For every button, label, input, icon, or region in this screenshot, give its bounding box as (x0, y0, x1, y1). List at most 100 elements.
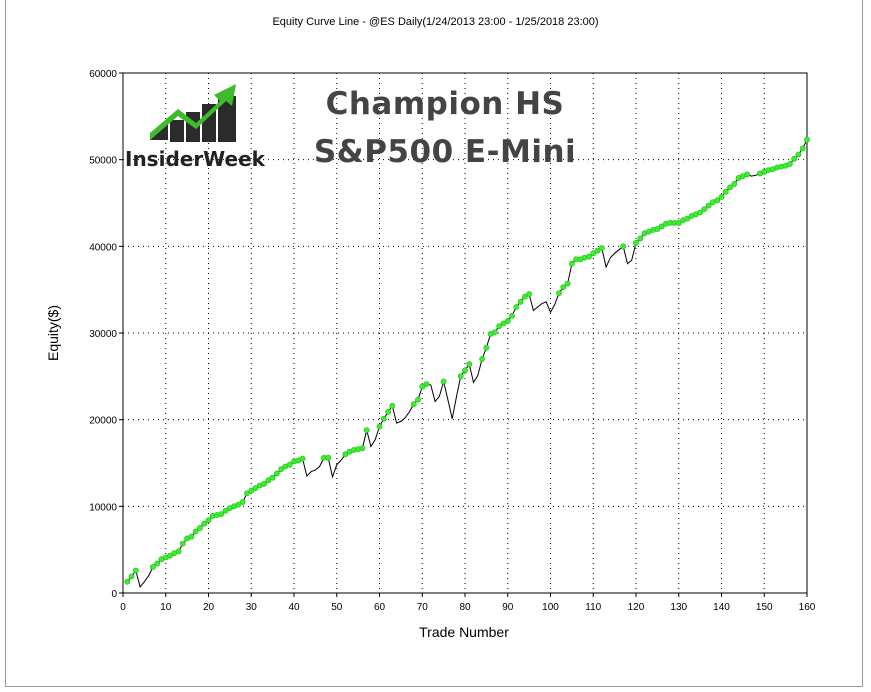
chart-title: Equity Curve Line - @ES Daily(1/24/2013 … (272, 16, 599, 28)
equity-high-marker (244, 490, 250, 497)
logo-bars-icon (150, 84, 236, 142)
equity-high-marker (423, 381, 430, 387)
x-tick-label: 100 (542, 602, 559, 613)
equity-high-marker (586, 253, 592, 260)
equity-high-marker (556, 290, 562, 296)
equity-high-marker (491, 329, 498, 335)
equity-high-marker (675, 219, 682, 226)
x-tick-label: 0 (120, 602, 126, 613)
equity-high-marker (248, 487, 255, 494)
equity-high-marker (804, 136, 810, 143)
equity-high-marker (496, 323, 503, 329)
x-tick-label: 10 (160, 602, 172, 613)
equity-high-marker (385, 408, 391, 415)
equity-high-marker (196, 525, 203, 531)
equity-high-marker (205, 517, 212, 524)
equity-high-marker (299, 455, 306, 462)
equity-high-marker (727, 184, 733, 191)
equity-high-marker (265, 477, 272, 484)
equity-high-marker (731, 180, 738, 187)
x-tick-label: 80 (459, 602, 471, 613)
x-tick-label: 70 (417, 602, 429, 613)
equity-high-marker (410, 401, 417, 407)
equity-high-marker (594, 247, 601, 254)
x-axis-label: Trade Number (419, 624, 509, 640)
equity-high-marker (791, 155, 798, 162)
x-tick-labels: 0 10 20 30 40 50 60 70 80 90 100 110 120 130 140 150 160 (120, 602, 816, 613)
equity-high-marker (633, 239, 639, 246)
equity-high-marker (167, 552, 173, 559)
x-tick-label: 60 (374, 602, 386, 613)
equity-high-marker (359, 445, 366, 452)
equity-high-marker (201, 520, 208, 527)
equity-high-marker (389, 402, 396, 409)
equity-high-marker (654, 226, 661, 232)
overlay-title-line2: S&P500 E-Mini (313, 134, 577, 170)
plot-area-border (122, 72, 808, 594)
axes (119, 72, 808, 597)
chart-frame (5, 0, 862, 687)
equity-high-marker (637, 235, 644, 242)
equity-high-marker (598, 245, 605, 251)
x-tick-label: 30 (246, 602, 258, 613)
y-tick-label: 40000 (89, 242, 117, 253)
equity-high-marker (239, 499, 246, 505)
equity-high-marker (269, 474, 276, 481)
x-tick-label: 160 (799, 602, 816, 613)
equity-high-marker (128, 573, 135, 580)
equity-high-marker (154, 560, 161, 567)
equity-high-marker (457, 373, 464, 380)
y-tick-label: 60000 (89, 69, 117, 80)
equity-high-marker (149, 564, 156, 570)
equity-high-marker (179, 540, 186, 547)
y-tick-label: 0 (111, 589, 117, 600)
x-tick-label: 50 (331, 602, 343, 613)
equity-high-marker (705, 202, 712, 209)
equity-high-marker (500, 320, 507, 327)
equity-high-marker (286, 461, 293, 468)
x-tick-label: 20 (203, 602, 215, 613)
equity-high-marker (799, 145, 806, 152)
equity-high-marker (590, 250, 597, 257)
equity-high-marker (440, 378, 447, 385)
y-axis-label: Equity($) (45, 304, 61, 362)
x-tick-label: 110 (585, 602, 601, 613)
x-tick-label: 90 (502, 602, 514, 613)
equity-high-marker (419, 383, 426, 390)
y-tick-labels: 0 10000 20000 30000 40000 50000 60000 (89, 69, 117, 600)
equity-high-marker (620, 243, 627, 250)
x-tick-label: 120 (628, 602, 645, 613)
equity-high-marker (235, 501, 242, 508)
equity-high-marker (363, 427, 370, 433)
equity-high-marker (466, 361, 473, 368)
equity-high-marker (564, 280, 571, 287)
equity-high-marker (278, 466, 285, 472)
y-tick-label: 50000 (89, 156, 117, 167)
equity-high-marker (718, 193, 725, 200)
equity-high-marker (415, 396, 421, 403)
x-tick-label: 40 (288, 602, 300, 613)
equity-high-marker (714, 197, 721, 204)
series-layer (124, 136, 810, 588)
chart-frame-right (862, 0, 863, 687)
insiderweek-logo: InsiderWeek (125, 84, 266, 171)
equity-high-marker (479, 356, 485, 362)
equity-high-marker (509, 312, 515, 319)
equity-high-marker (462, 367, 468, 374)
equity-high-marker (252, 485, 259, 491)
x-tick-label: 150 (756, 602, 773, 613)
grid-lines (123, 73, 807, 593)
equity-high-marker (261, 480, 267, 487)
equity-high-marker (684, 215, 691, 222)
equity-high-marker (701, 206, 708, 212)
overlay-title-line1: Champion HS (325, 86, 565, 122)
equity-high-marker (697, 209, 703, 216)
equity-high-marker (132, 567, 139, 574)
logo-text: InsiderWeek (125, 147, 266, 171)
equity-high-marker (522, 293, 528, 300)
equity-high-marker (795, 151, 802, 158)
equity-high-marker (188, 533, 195, 540)
equity-high-marker (526, 291, 532, 297)
equity-high-marker (744, 171, 750, 178)
